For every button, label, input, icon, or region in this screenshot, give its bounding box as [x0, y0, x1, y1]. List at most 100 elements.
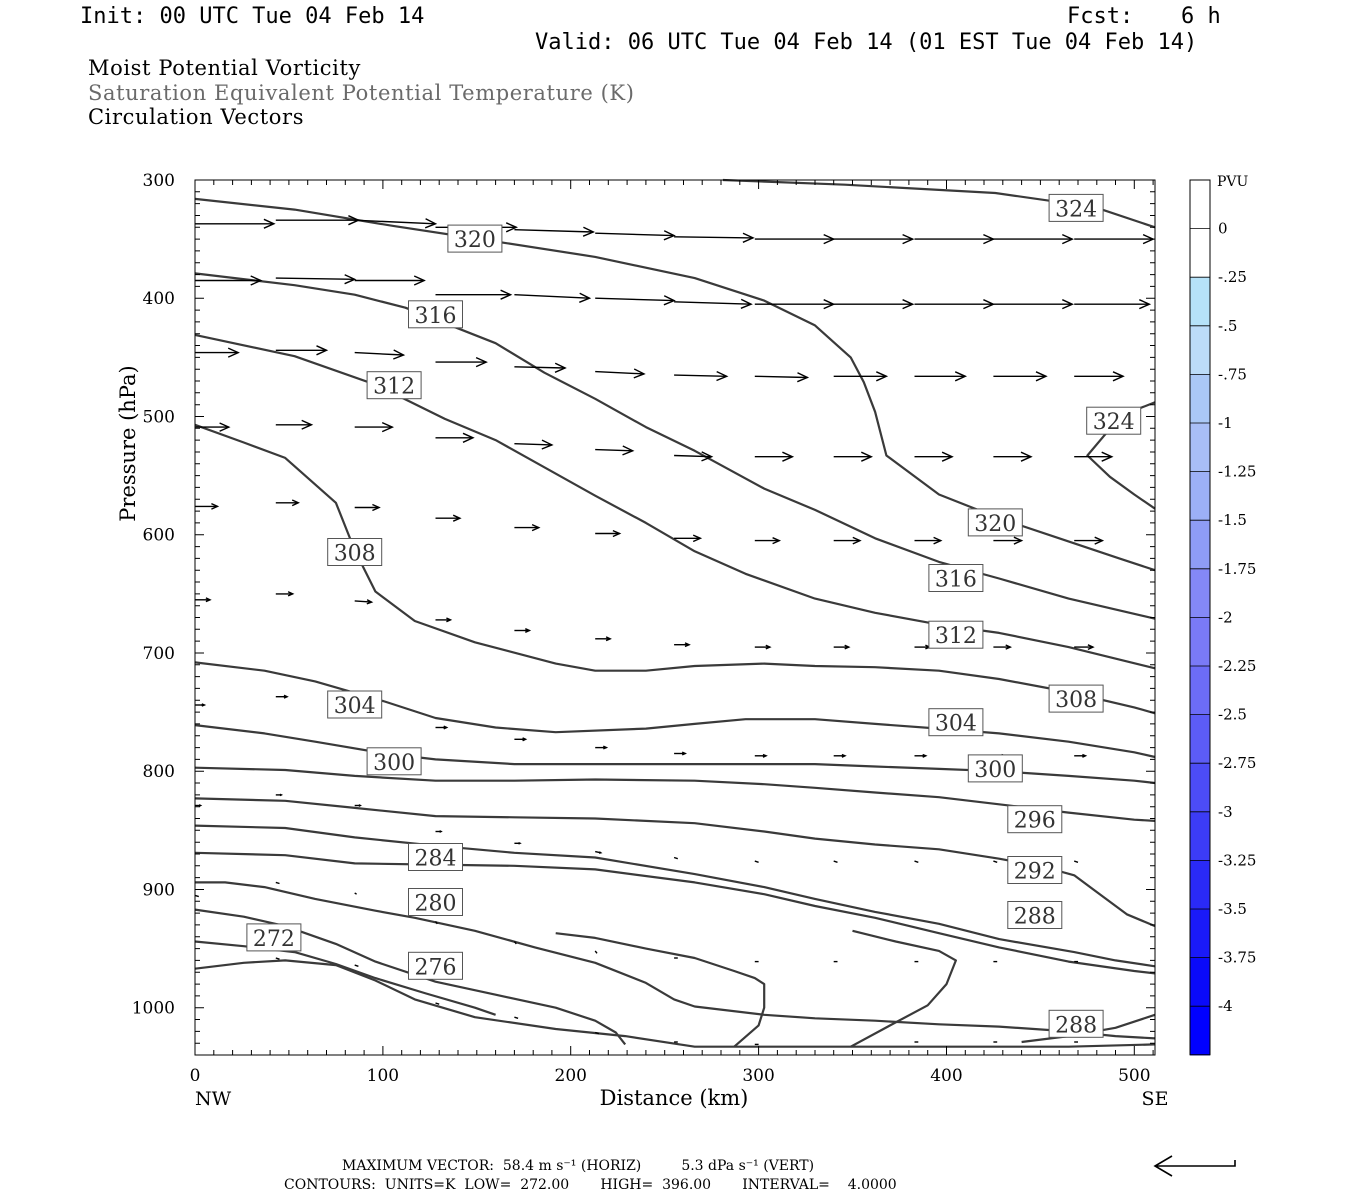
circulation-vector [1074, 371, 1125, 382]
contour-label: 296 [1007, 805, 1063, 834]
circulation-vector [354, 503, 381, 512]
pv-colorbar: PVU 0 -.25 -.5 -.75 -1 -1.25 -1.5 -1.75 -2 -2.25 -2… [1189, 174, 1256, 1056]
svg-text:276: 276 [415, 955, 457, 980]
contour-label: 300 [967, 754, 1023, 783]
colorbar-tick-label: -3.25 [1218, 851, 1256, 869]
circulation-vectors [194, 215, 1155, 1046]
colorbar-segment [1190, 617, 1210, 667]
colorbar-tick-label: -2.75 [1218, 754, 1256, 772]
circulation-vector [514, 292, 592, 303]
circulation-vector [195, 422, 231, 432]
circulation-vector [435, 617, 453, 623]
svg-text:304: 304 [935, 712, 977, 737]
contour-label: 308 [1048, 684, 1104, 713]
circulation-vector [434, 920, 438, 925]
circulation-vector [914, 644, 932, 650]
svg-text:316: 316 [415, 304, 457, 329]
circulation-vector [595, 445, 635, 456]
circulation-vector [914, 371, 968, 382]
circulation-vector [914, 299, 996, 310]
x-end-label-nw: NW [195, 1088, 232, 1110]
circulation-vector [514, 842, 522, 845]
circulation-vector [833, 233, 915, 245]
circulation-vector [833, 860, 838, 863]
circulation-vector [674, 751, 688, 756]
colorbar-segment [1190, 423, 1210, 473]
circulation-vector [354, 421, 395, 433]
circulation-vector [195, 804, 203, 807]
svg-text:280: 280 [415, 892, 457, 917]
circulation-vector [914, 451, 954, 462]
circulation-vector [514, 737, 528, 742]
circulation-vector [195, 703, 207, 707]
svg-text:272: 272 [253, 927, 295, 952]
y-tick-label: 600 [143, 526, 175, 546]
colorbar-segment [1190, 520, 1210, 570]
valid-time: Valid: 06 UTC Tue 04 Feb 14 (01 EST Tue … [535, 30, 1198, 55]
colorbar-tick-label: -.75 [1218, 365, 1247, 383]
colorbar-tick-label: -1.25 [1218, 463, 1256, 481]
circulation-vector [754, 451, 795, 462]
svg-text:296: 296 [1014, 809, 1056, 834]
colorbar-segment [1190, 714, 1210, 764]
x-tick-label: 200 [555, 1066, 587, 1086]
circulation-vector [354, 804, 362, 807]
svg-text:312: 312 [935, 624, 977, 649]
colorbar-segment [1190, 471, 1210, 521]
contour-labels: 324 320 316 312 324 320 316 308 312 308 304 304 300 3… [246, 193, 1142, 1038]
circulation-vector [435, 356, 488, 368]
circulation-vector [993, 233, 1075, 245]
circulation-vector [275, 694, 289, 699]
x-tick-label: 300 [742, 1066, 774, 1086]
contour-label: 312 [928, 620, 984, 649]
contour-label: 320 [967, 508, 1023, 537]
circulation-vector [354, 892, 357, 895]
x-tick-label: 500 [1118, 1066, 1150, 1086]
colorbar-segment [1190, 666, 1210, 716]
colorbar-tick-label: -1.5 [1218, 511, 1247, 529]
circulation-vector [1073, 860, 1079, 863]
circulation-vector [435, 289, 513, 300]
circulation-vector [674, 370, 729, 382]
title-theta-es: Saturation Equivalent Potential Temperat… [88, 81, 635, 105]
theta-contour-288 [194, 824, 1156, 968]
y-tick-label: 800 [143, 762, 175, 782]
circulation-vector [833, 644, 851, 650]
colorbar-segment [1190, 860, 1210, 910]
circulation-vector [194, 894, 200, 898]
colorbar-tick-label: -.25 [1218, 268, 1247, 286]
colorbar-tick-label: -2.5 [1218, 706, 1247, 724]
circulation-vector [993, 451, 1033, 462]
title-circulation: Circulation Vectors [88, 105, 305, 129]
theta-contour-284 [194, 851, 1156, 975]
colorbar-segment [1190, 228, 1210, 278]
theta-contour-280 [195, 881, 1156, 1040]
forecast-hour: 6 h [1181, 4, 1221, 29]
circulation-vector [595, 636, 612, 642]
x-end-label-se: SE [1142, 1088, 1169, 1110]
circulation-vector [513, 941, 517, 945]
circulation-vector [595, 850, 603, 854]
theta-contour-316 [194, 272, 1156, 620]
colorbar-tick-label: -3 [1218, 803, 1233, 821]
circulation-vector [754, 644, 772, 650]
circulation-vector [514, 628, 532, 633]
svg-text:308: 308 [1055, 688, 1097, 713]
contour-label: 292 [1007, 856, 1063, 885]
circulation-vector [275, 591, 295, 597]
circulation-vector [914, 536, 943, 545]
circulation-vector [435, 514, 462, 522]
colorbar-segment [1190, 568, 1210, 618]
circulation-vector [275, 881, 280, 885]
svg-text:284: 284 [415, 847, 457, 872]
circulation-vector [595, 529, 622, 538]
theta-contour-308 [194, 423, 1156, 715]
circulation-vector [914, 233, 996, 245]
colorbar-tick-label: -3.75 [1218, 949, 1256, 967]
circulation-vector [514, 1016, 519, 1019]
contour-label: 272 [246, 923, 302, 952]
circulation-vector [833, 371, 889, 382]
circulation-vector [833, 536, 862, 545]
theta-contour-unlabeled [850, 929, 957, 1048]
